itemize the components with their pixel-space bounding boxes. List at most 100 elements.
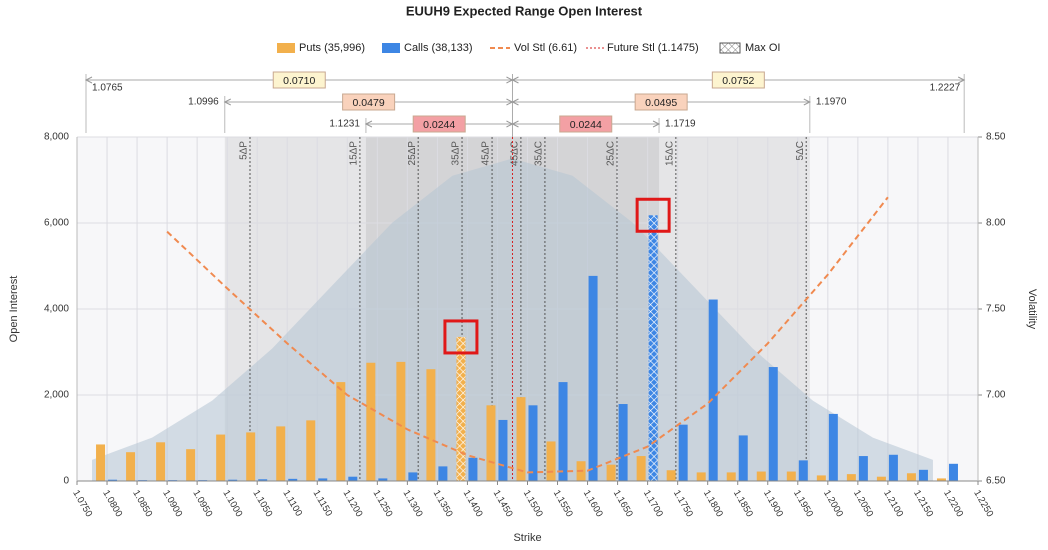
put-bar <box>396 361 406 481</box>
x-tick-label: 1.1550 <box>551 488 575 519</box>
x-tick-label: 1.0850 <box>130 488 154 519</box>
call-bar <box>888 454 898 481</box>
x-tick-label: 1.1600 <box>581 488 605 519</box>
y-tick-label: 8,000 <box>44 132 69 143</box>
x-tick-label: 1.1350 <box>431 488 455 519</box>
x-tick-label: 1.1750 <box>671 488 695 519</box>
range-low-label: 1.1231 <box>329 119 360 130</box>
x-tick-label: 1.2000 <box>821 488 845 519</box>
call-bar <box>768 367 778 481</box>
put-bar <box>336 382 346 481</box>
put-bar <box>486 405 496 481</box>
range-box <box>342 93 396 111</box>
range-high-label: 1.1719 <box>665 119 696 130</box>
x-tick-label: 1.2100 <box>881 488 905 519</box>
call-bar <box>318 478 328 481</box>
x-tick-label: 1.1300 <box>401 488 425 519</box>
x-tick-label: 1.1000 <box>220 488 244 519</box>
range-box <box>634 93 688 111</box>
range-width: 0.0479 <box>353 97 385 109</box>
x-tick-label: 1.1700 <box>641 488 665 519</box>
put-bar <box>276 426 286 481</box>
range-width: 0.0752 <box>722 75 754 87</box>
range-low-label: 1.0996 <box>188 97 219 108</box>
range-arrow <box>803 98 811 106</box>
x-tick-label: 1.0750 <box>70 488 94 519</box>
put-bar <box>816 475 826 481</box>
put-bar <box>666 470 676 481</box>
delta-label: 35ΔC <box>534 141 545 166</box>
delta-label: 15ΔC <box>665 141 676 166</box>
put-bar <box>726 472 736 481</box>
x-tick-label: 1.2250 <box>971 488 995 519</box>
delta-label: 45ΔP <box>481 141 492 166</box>
put-bar <box>516 397 526 481</box>
legend-label: Vol Stl (6.61) <box>514 42 577 54</box>
y2-tick-label: 7.50 <box>986 304 1006 315</box>
range-box <box>412 115 466 133</box>
call-bar <box>528 405 538 481</box>
legend-label: Max OI <box>745 42 780 54</box>
x-tick-label: 1.2050 <box>851 488 875 519</box>
put-bar <box>156 442 166 481</box>
range-high-label: 1.1970 <box>816 97 847 108</box>
x-tick-label: 1.1850 <box>731 488 755 519</box>
range-arrow <box>84 76 93 84</box>
y-tick-label: 6,000 <box>44 218 69 229</box>
call-bar <box>648 215 658 481</box>
x-tick-label: 1.1200 <box>341 488 365 519</box>
call-bar <box>288 478 298 481</box>
put-bar <box>906 473 916 481</box>
call-bar <box>348 476 358 481</box>
delta-label: 45ΔC <box>510 141 521 166</box>
x-axis-label: Strike <box>513 532 541 544</box>
x-tick-label: 1.0900 <box>160 488 184 519</box>
y-tick-label: 4,000 <box>44 304 69 315</box>
max-oi-box <box>635 197 671 233</box>
put-bar <box>846 474 856 481</box>
legend-swatch <box>382 43 400 53</box>
range-arrow <box>652 120 661 128</box>
x-tick-label: 1.2200 <box>941 488 965 519</box>
x-tick-label: 1.0950 <box>190 488 214 519</box>
put-bar <box>426 369 436 481</box>
chart-title: EUUH9 Expected Range Open Interest <box>406 3 643 18</box>
put-bar <box>246 432 256 481</box>
y2-tick-label: 8.00 <box>986 218 1006 229</box>
range-box <box>272 71 326 89</box>
call-bar <box>588 275 598 481</box>
range-arrow <box>506 120 519 128</box>
call-bar <box>228 479 238 481</box>
put-bar <box>186 449 196 481</box>
call-bar <box>708 299 718 481</box>
call-bar <box>678 424 688 481</box>
max-oi-box <box>443 319 479 355</box>
call-bar <box>468 457 478 481</box>
put-bar <box>216 434 226 481</box>
put-bar <box>606 464 616 481</box>
legend-label: Future Stl (1.1475) <box>607 42 699 54</box>
x-tick-label: 1.0800 <box>100 488 124 519</box>
call-bar <box>558 382 568 481</box>
call-bar <box>828 413 838 481</box>
call-bar <box>918 469 928 481</box>
y-tick-label: 2,000 <box>44 390 69 401</box>
delta-label: 25ΔP <box>407 141 418 166</box>
delta-label: 15ΔP <box>349 141 360 166</box>
delta-label: 5ΔP <box>239 141 250 160</box>
put-bar <box>96 444 106 481</box>
call-bar <box>378 478 388 481</box>
y-tick-label: 0 <box>63 476 69 487</box>
x-tick-label: 1.1450 <box>491 488 515 519</box>
call-bar <box>408 472 418 481</box>
range-arrow <box>506 76 519 84</box>
call-bar <box>858 456 868 481</box>
range-width: 0.0244 <box>423 119 455 131</box>
range-arrow <box>223 98 231 106</box>
x-tick-label: 1.1650 <box>611 488 635 519</box>
range-arrow <box>506 98 519 106</box>
delta-label: 35ΔP <box>451 141 462 166</box>
call-bar <box>498 419 508 481</box>
delta-label: 5ΔC <box>795 141 806 160</box>
